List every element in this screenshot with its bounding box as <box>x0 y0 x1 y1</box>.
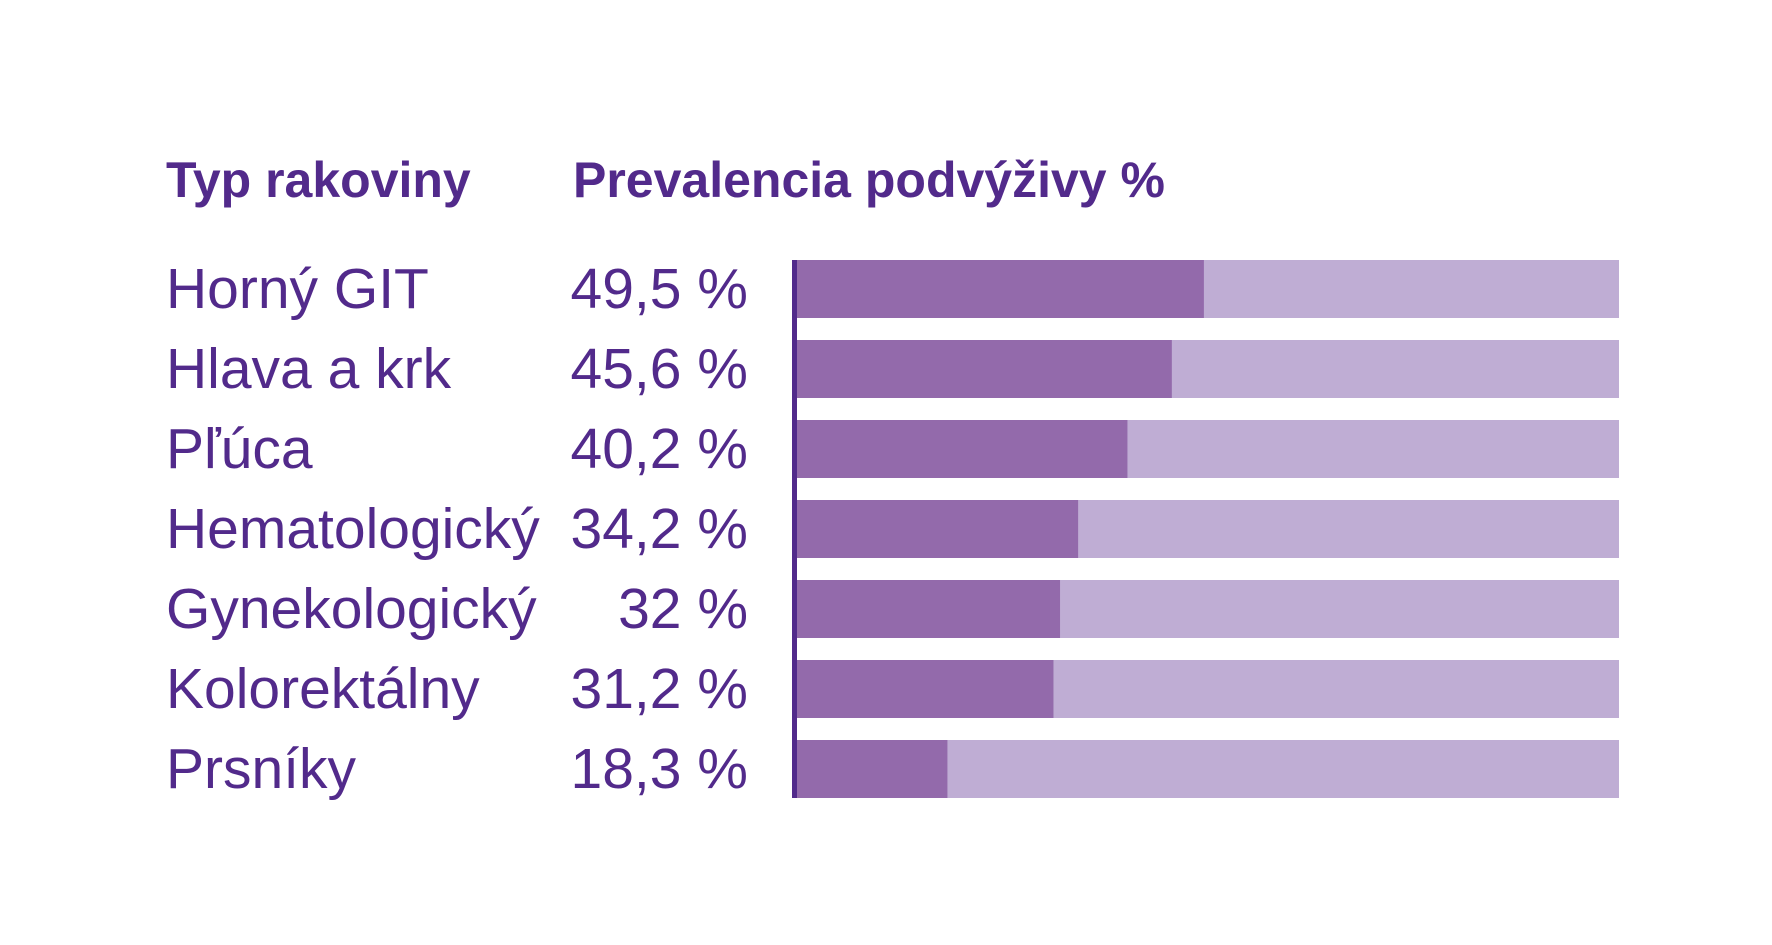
bar <box>797 580 1061 638</box>
bar <box>797 340 1172 398</box>
bar <box>797 420 1128 478</box>
value-label: 45,6 % <box>571 337 748 401</box>
category-label: Pľúca <box>166 417 313 481</box>
value-label: 18,3 % <box>571 737 748 801</box>
value-label: 32 % <box>618 577 748 641</box>
value-label: 40,2 % <box>571 417 748 481</box>
category-label: Gynekologický <box>166 577 537 641</box>
category-label: Horný GIT <box>166 257 429 321</box>
bar <box>797 260 1204 318</box>
bar <box>797 740 948 798</box>
column-header-prevalence: Prevalencia podvýživy % <box>573 152 1165 208</box>
value-label: 34,2 % <box>571 497 748 561</box>
category-label: Prsníky <box>166 737 357 801</box>
y-axis-line <box>792 260 797 798</box>
bar <box>797 500 1079 558</box>
value-label: 31,2 % <box>571 657 748 721</box>
category-label: Hematologický <box>166 497 540 561</box>
category-label: Kolorektálny <box>166 657 480 721</box>
bar <box>797 660 1054 718</box>
column-header-cancer-type: Typ rakoviny <box>166 152 471 208</box>
value-label: 49,5 % <box>571 257 748 321</box>
category-label: Hlava a krk <box>166 337 452 401</box>
